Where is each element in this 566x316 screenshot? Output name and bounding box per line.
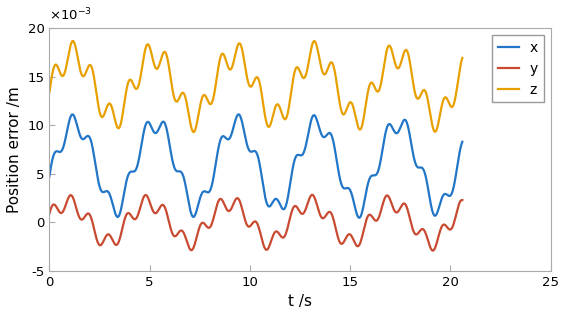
y xyxy=(430,249,436,252)
x xyxy=(356,216,363,220)
y xyxy=(426,242,432,246)
z xyxy=(223,60,230,64)
y xyxy=(346,232,353,236)
x xyxy=(459,140,466,144)
Line: y: y xyxy=(49,195,462,251)
x xyxy=(235,112,242,116)
Y-axis label: Position error /m: Position error /m xyxy=(7,86,22,213)
z xyxy=(346,101,353,105)
x xyxy=(223,137,230,140)
z xyxy=(70,39,76,43)
Line: z: z xyxy=(49,41,462,132)
z xyxy=(190,130,197,134)
X-axis label: t /s: t /s xyxy=(288,294,312,309)
y xyxy=(447,228,453,231)
y xyxy=(309,193,316,197)
Line: x: x xyxy=(49,114,462,218)
z xyxy=(242,69,249,72)
y xyxy=(220,199,226,203)
z xyxy=(426,106,432,110)
x xyxy=(346,187,353,191)
z xyxy=(447,103,453,107)
y xyxy=(223,206,230,210)
Text: $\times10^{-3}$: $\times10^{-3}$ xyxy=(49,7,92,24)
x xyxy=(220,134,226,138)
x xyxy=(242,137,249,141)
x xyxy=(46,174,53,178)
x xyxy=(426,194,432,198)
y xyxy=(242,220,249,223)
x xyxy=(447,194,453,198)
z xyxy=(46,91,53,94)
Legend: x, y, z: x, y, z xyxy=(492,35,543,102)
z xyxy=(459,56,466,60)
y xyxy=(46,212,53,216)
z xyxy=(220,52,226,56)
y xyxy=(459,198,466,202)
